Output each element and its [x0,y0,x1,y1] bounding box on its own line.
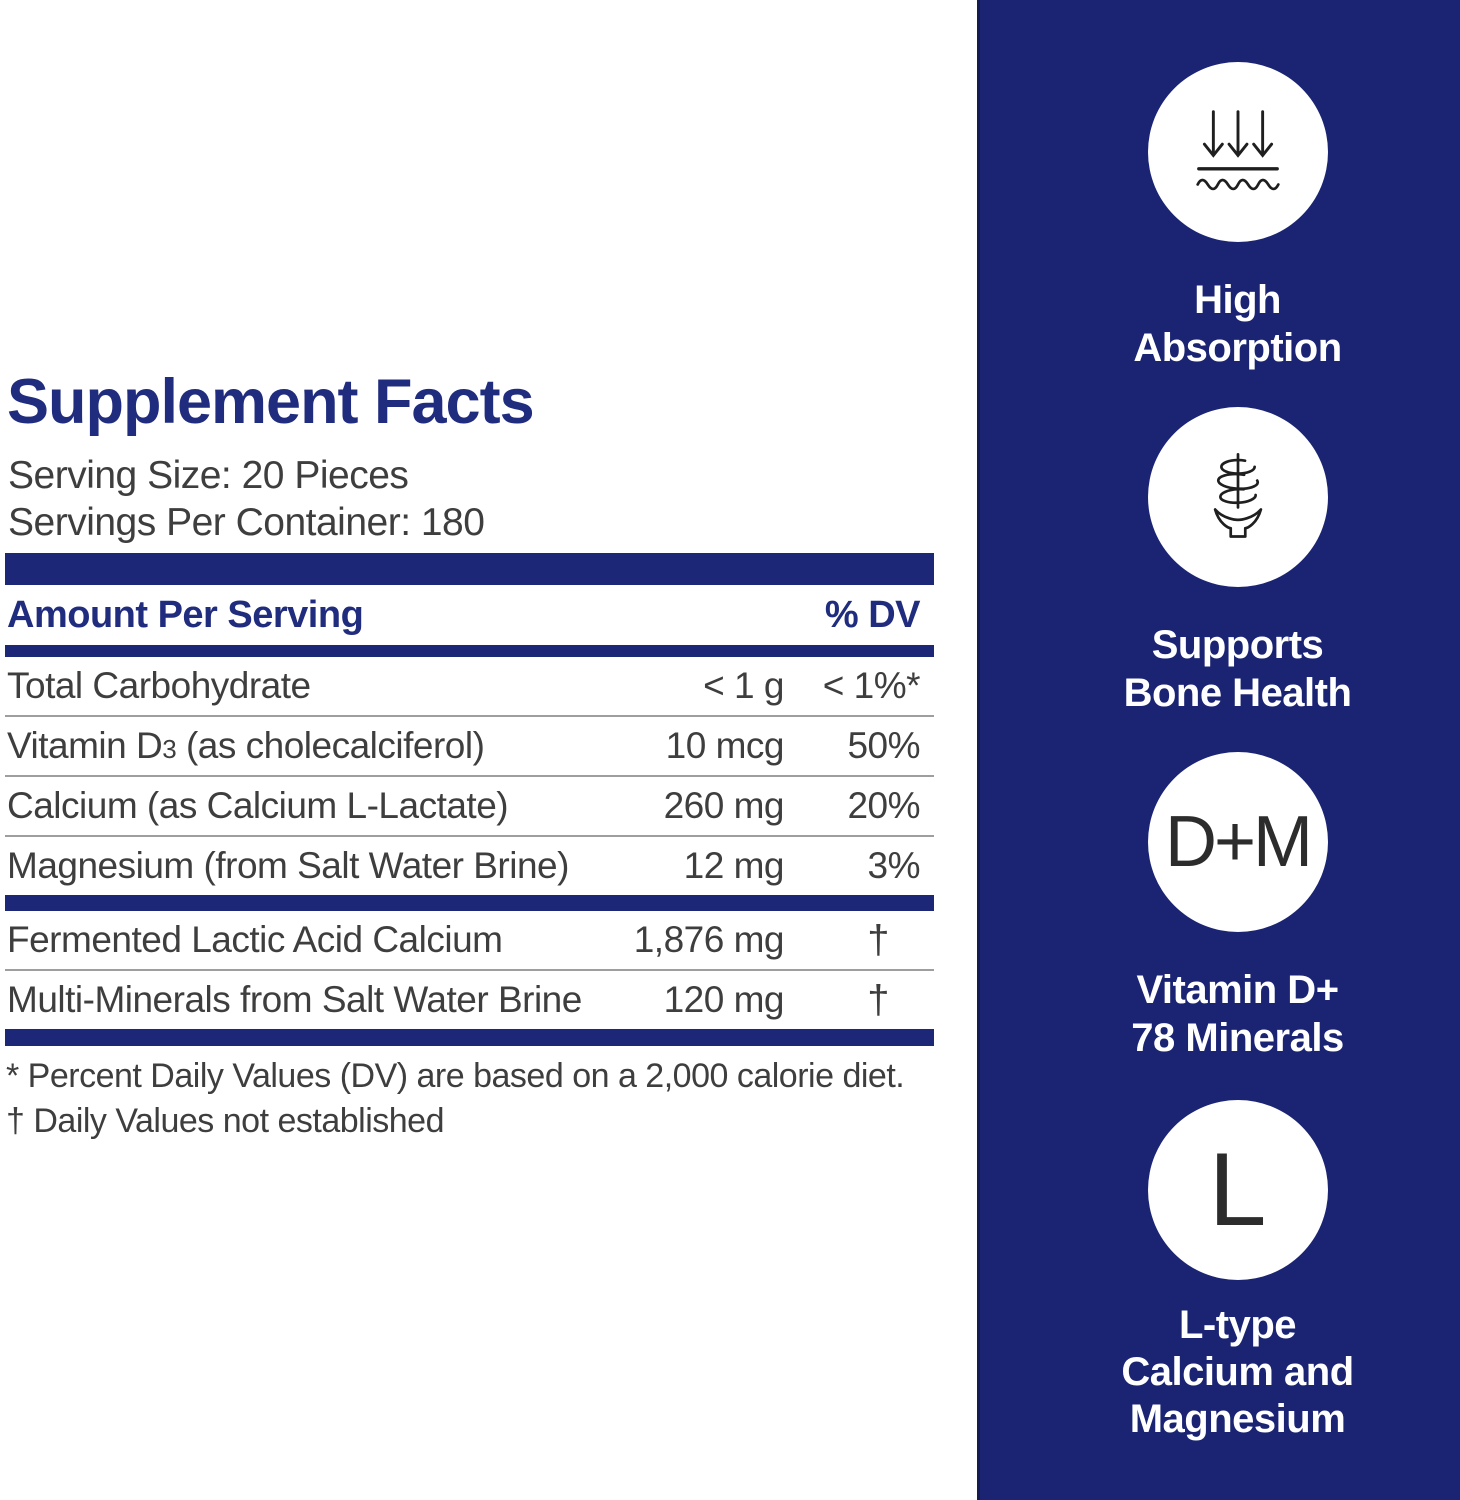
feature-label-line: 78 Minerals [1131,1016,1344,1060]
row-dv: < 1%* [822,665,921,706]
row-amount: < 1 g [703,665,784,706]
page-title: Supplement Facts [7,367,535,437]
row-amount: 10 mcg [665,725,785,766]
divider-bar-section [5,895,934,911]
row-name: Vitamin D3 (as cholecalciferol) [5,725,609,767]
feature-circle: D+M [1147,752,1328,932]
row-name-subscript: 3 [162,734,177,764]
feature-circle: L [1147,1100,1328,1280]
absorption-arrows-icon [1195,110,1280,191]
footnotes: * Percent Daily Values (DV) are based on… [6,1054,905,1144]
amount-per-serving-header: Amount Per Serving [7,593,364,636]
serving-info: Serving Size: 20 Pieces Servings Per Con… [8,452,485,546]
row-amount: 120 mg [663,979,785,1020]
table-row-vitamin-d3: Vitamin D3 (as cholecalciferol) 10 mcg 5… [5,715,934,775]
row-amount: 1,876 mg [633,919,785,960]
feature-label-line: Bone Health [1123,671,1352,715]
footnote-dv: * Percent Daily Values (DV) are based on… [6,1057,905,1095]
table-row-total-carbohydrate: Total Carbohydrate < 1 g < 1%* [5,657,934,715]
feature-label: Supports Bone Health [1015,621,1460,717]
vitamin-minerals-monogram: D+M [1164,802,1313,882]
row-name-post: (as cholecalciferol) [176,725,485,766]
table-row-magnesium: Magnesium (from Salt Water Brine) 12 mg … [5,835,934,895]
feature-circle [1147,62,1328,242]
feature-label-line: Supports [1151,623,1324,667]
spine-icon [1213,453,1262,538]
feature-label-line: Magnesium [1129,1397,1346,1441]
feature-vitamin-d-minerals: D+M Vitamin D+ 78 Minerals [977,752,1460,1062]
facts-table: Amount Per Serving % DV Total Carbohydra… [5,553,934,1046]
feature-bone-health: Supports Bone Health [977,407,1460,717]
row-amount: 260 mg [663,785,785,826]
divider-bar-bottom [5,1029,934,1046]
servings-per-container: Servings Per Container: 180 [8,501,485,544]
table-row-fermented-lactic-acid-calcium: Fermented Lactic Acid Calcium 1,876 mg † [5,911,934,969]
feature-label-line: Absorption [1133,326,1342,370]
feature-label-line: Calcium and [1121,1350,1354,1394]
l-type-monogram: L [1208,1131,1267,1248]
row-dv: 20% [847,785,920,826]
feature-label-line: Vitamin D+ [1136,968,1339,1012]
row-name: Calcium (as Calcium L-Lactate) [7,785,509,826]
feature-label: L-type Calcium and Magnesium [1015,1302,1460,1443]
row-dv-dagger: † [867,977,889,1022]
row-name: Fermented Lactic Acid Calcium [7,919,503,960]
feature-l-type: L L-type Calcium and Magnesium [977,1100,1460,1443]
divider-bar-header [5,645,934,657]
row-name-pre: Vitamin D [7,725,163,766]
row-amount: 12 mg [683,845,785,886]
percent-dv-header: % DV [824,593,921,636]
row-name: Total Carbohydrate [7,665,311,706]
table-row-multi-minerals: Multi-Minerals from Salt Water Brine 120… [5,969,934,1029]
row-dv: 3% [867,845,921,886]
feature-label-line: High [1194,278,1281,322]
row-dv: 50% [847,725,920,766]
feature-circle [1147,407,1328,587]
row-name: Magnesium (from Salt Water Brine) [7,845,569,886]
feature-label-line: L-type [1179,1303,1297,1347]
feature-high-absorption: High Absorption [977,62,1460,372]
row-name: Multi-Minerals from Salt Water Brine [7,979,582,1020]
feature-label: Vitamin D+ 78 Minerals [1015,966,1460,1062]
feature-label: High Absorption [1015,276,1460,372]
divider-bar-top [5,553,934,585]
footnote-dagger: † Daily Values not established [6,1102,444,1140]
table-header: Amount Per Serving % DV [5,585,934,645]
serving-size: Serving Size: 20 Pieces [8,454,409,497]
row-dv-dagger: † [867,917,889,962]
table-row-calcium: Calcium (as Calcium L-Lactate) 260 mg 20… [5,775,934,835]
